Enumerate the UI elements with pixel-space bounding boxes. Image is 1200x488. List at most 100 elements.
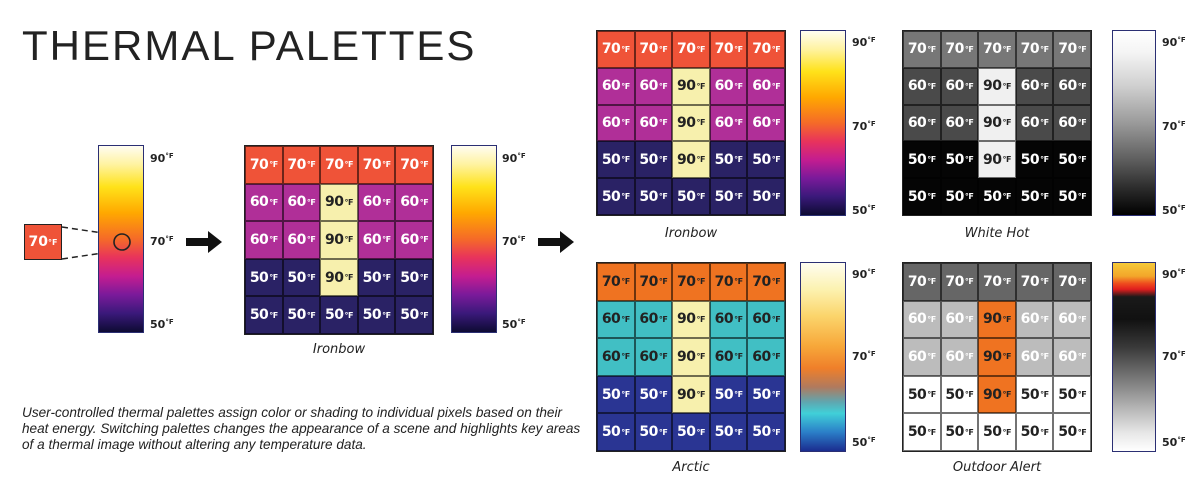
cell-value: 60 [1058,78,1077,95]
cell-value: 50 [945,424,964,441]
grid-cell: 60 °F [903,338,941,376]
cell-value: 60 [639,114,658,131]
cell-value: 60 [400,231,419,248]
grid-cell: 50 °F [357,296,396,334]
grid-cell: 60 °F [597,338,635,376]
cell-unit: °F [964,118,974,128]
arctic-grid: 70 °F 70 °F 70 °F 70 °F 70 °F 60 °F 60 °F 90 °F 60 °F 60 °F… [596,262,786,452]
grid-cell: 50 °F [1015,413,1054,451]
ironbow-grid: 70 °F 70 °F 70 °F 70 °F 70 °F 60 °F 60 °F 90 °F 60 °F 60 °F… [596,30,786,216]
cell-value: 50 [639,424,658,441]
cell-unit: °F [771,314,781,324]
scale-tick-low: 50°F [150,318,174,331]
grid-cell: 50 °F [709,375,748,414]
cell-unit: °F [964,352,974,362]
cell-unit: °F [621,352,630,362]
cell-value: 50 [639,188,658,205]
scale-tick-mid: 70°F [1162,350,1186,363]
cell-value: 90 [983,151,1002,168]
grid-cell: 50 °F [1015,375,1054,414]
grid-cell: 60 °F [1015,300,1054,339]
grid-cell: 70 °F [978,263,1016,301]
cell-value: 60 [907,114,927,131]
cell-unit: °F [771,277,781,287]
grid-cell: 50 °F [978,413,1016,451]
cell-value: 50 [677,188,696,205]
cell-unit: °F [344,160,354,170]
cell-unit: °F [964,155,974,165]
cell-value: 60 [714,78,734,95]
cell-value: 70 [752,41,771,58]
cell-unit: °F [696,118,706,128]
cell-unit: °F [306,235,316,245]
cell-value: 60 [1058,348,1077,365]
cell-unit: °F [1077,192,1087,202]
grid-cell: 60 °F [597,300,635,339]
grid-cell: 50 °F [903,178,941,215]
grid-cell: 60 °F [903,104,941,142]
grid-cell: 50 °F [903,413,941,451]
cell-value: 90 [677,348,696,365]
cell-unit: °F [1077,118,1087,128]
grid-cell: 50 °F [634,375,673,414]
scale-tick-high: 90°F [1162,36,1186,49]
cell-unit: °F [734,427,743,437]
cell-unit: °F [771,390,781,400]
cell-value: 70 [1058,41,1077,58]
grid-cell: 70 °F [903,31,941,68]
cell-unit: °F [1002,44,1012,54]
cell-unit: °F [1040,192,1049,202]
cell-value: 90 [677,78,696,95]
cell-value: 60 [714,311,734,328]
cell-value: 60 [249,194,269,211]
cell-unit: °F [382,160,391,170]
cell-unit: °F [964,44,974,54]
cell-value: 50 [714,188,734,205]
grid-cell: 50 °F [245,258,283,297]
grid-cell: 50 °F [747,178,785,215]
cell-value: 50 [362,307,382,324]
cell-value: 70 [325,156,344,173]
ironbow-scale-bar-2 [451,145,497,333]
cell-value: 90 [677,114,696,131]
grid-cell: 60 °F [245,183,283,222]
cell-unit: °F [344,235,354,245]
grid-cell: 50 °F [978,178,1016,215]
grid-cell: 50 °F [903,141,941,179]
grid-cell: 70 °F [395,146,433,184]
cell-value: 70 [714,273,734,290]
cell-unit: °F [621,390,630,400]
cell-value: 70 [945,41,964,58]
cell-unit: °F [696,81,706,91]
cell-value: 90 [983,78,1002,95]
cell-value: 70 [1020,41,1040,58]
cell-unit: °F [927,314,936,324]
cell-value: 50 [907,424,927,441]
grid-cell: 50 °F [903,375,941,414]
cell-value: 50 [945,151,964,168]
cell-value: 60 [752,78,771,95]
grid-cell: 60 °F [634,67,673,105]
cell-unit: °F [964,314,974,324]
cell-unit: °F [344,273,354,283]
grid-cell: 90 °F [320,183,358,222]
grid-cell: 60 °F [395,183,433,222]
zoom-circle [113,233,131,251]
grid-cell: 60 °F [1015,338,1054,376]
cell-value: 50 [752,386,771,403]
grid-cell: 70 °F [597,263,635,301]
cell-unit: °F [696,155,706,165]
grid-cell: 90 °F [672,375,710,414]
cell-value: 50 [1058,424,1077,441]
scale-tick-low: 50°F [852,436,876,449]
cell-unit: °F [382,310,391,320]
cell-unit: °F [1040,427,1049,437]
cell-unit: °F [1002,81,1012,91]
ironbow-caption: Ironbow [664,226,718,241]
grid-cell: 60 °F [709,67,748,105]
cell-value: 70 [400,156,419,173]
cell-value: 70 [639,41,658,58]
grid-cell: 60 °F [282,183,321,222]
grid-cell: 60 °F [747,300,785,339]
grid-cell: 60 °F [709,104,748,142]
